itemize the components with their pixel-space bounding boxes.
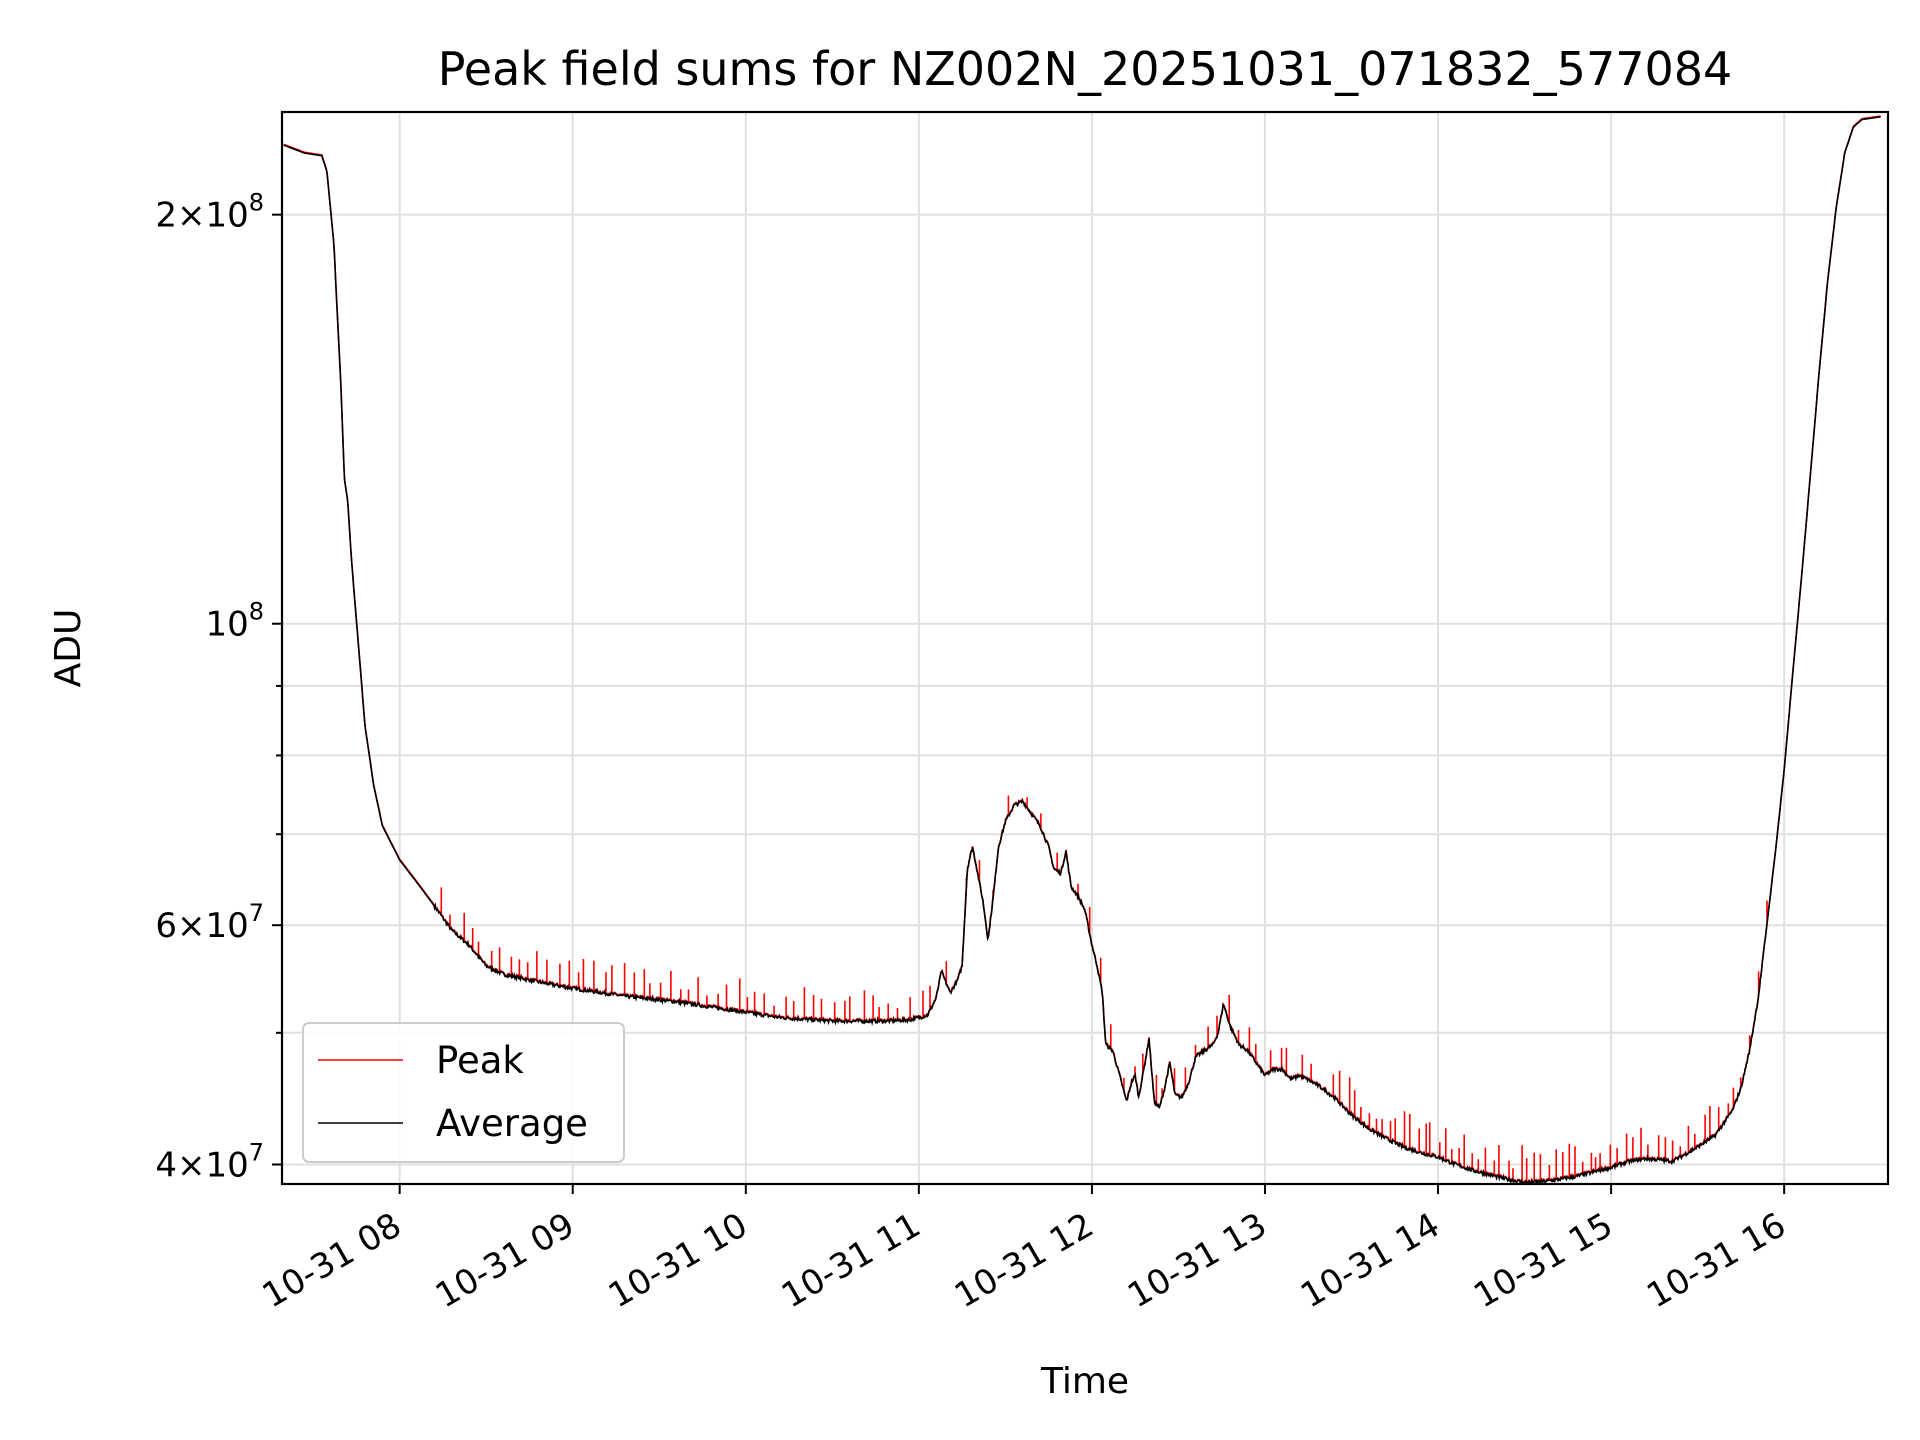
legend: Peak Average bbox=[302, 1022, 625, 1163]
x-axis-label: Time bbox=[1040, 1361, 1129, 1402]
y-tick-label: 108 bbox=[205, 598, 264, 645]
y-tick-label: 6×107 bbox=[155, 899, 264, 946]
grid-layer bbox=[282, 112, 1888, 1184]
legend-label-average: Average bbox=[436, 1102, 588, 1145]
y-tick-label-base: 6×10 bbox=[155, 906, 248, 946]
y-tick-label: 4×107 bbox=[155, 1139, 264, 1186]
legend-box bbox=[302, 1022, 625, 1163]
series-layer bbox=[283, 115, 1881, 1184]
y-tick-label-base: 10 bbox=[205, 605, 248, 645]
y-tick-label-exponent: 8 bbox=[249, 189, 264, 217]
legend-label-peak: Peak bbox=[436, 1039, 524, 1082]
plot-area-frame bbox=[280, 110, 1890, 1186]
y-tick-label-exponent: 7 bbox=[249, 899, 264, 927]
y-axis-label: ADU bbox=[48, 609, 89, 688]
y-tick-label-base: 2×10 bbox=[155, 196, 248, 236]
y-tick-label-exponent: 8 bbox=[249, 598, 264, 626]
y-tick-label: 2×108 bbox=[155, 189, 264, 236]
series-line-average bbox=[283, 116, 1881, 1184]
y-tick-label-base: 4×10 bbox=[155, 1146, 248, 1186]
y-tick-label-exponent: 7 bbox=[249, 1139, 264, 1167]
chart-title: Peak field sums for NZ002N_20251031_0718… bbox=[438, 42, 1733, 96]
